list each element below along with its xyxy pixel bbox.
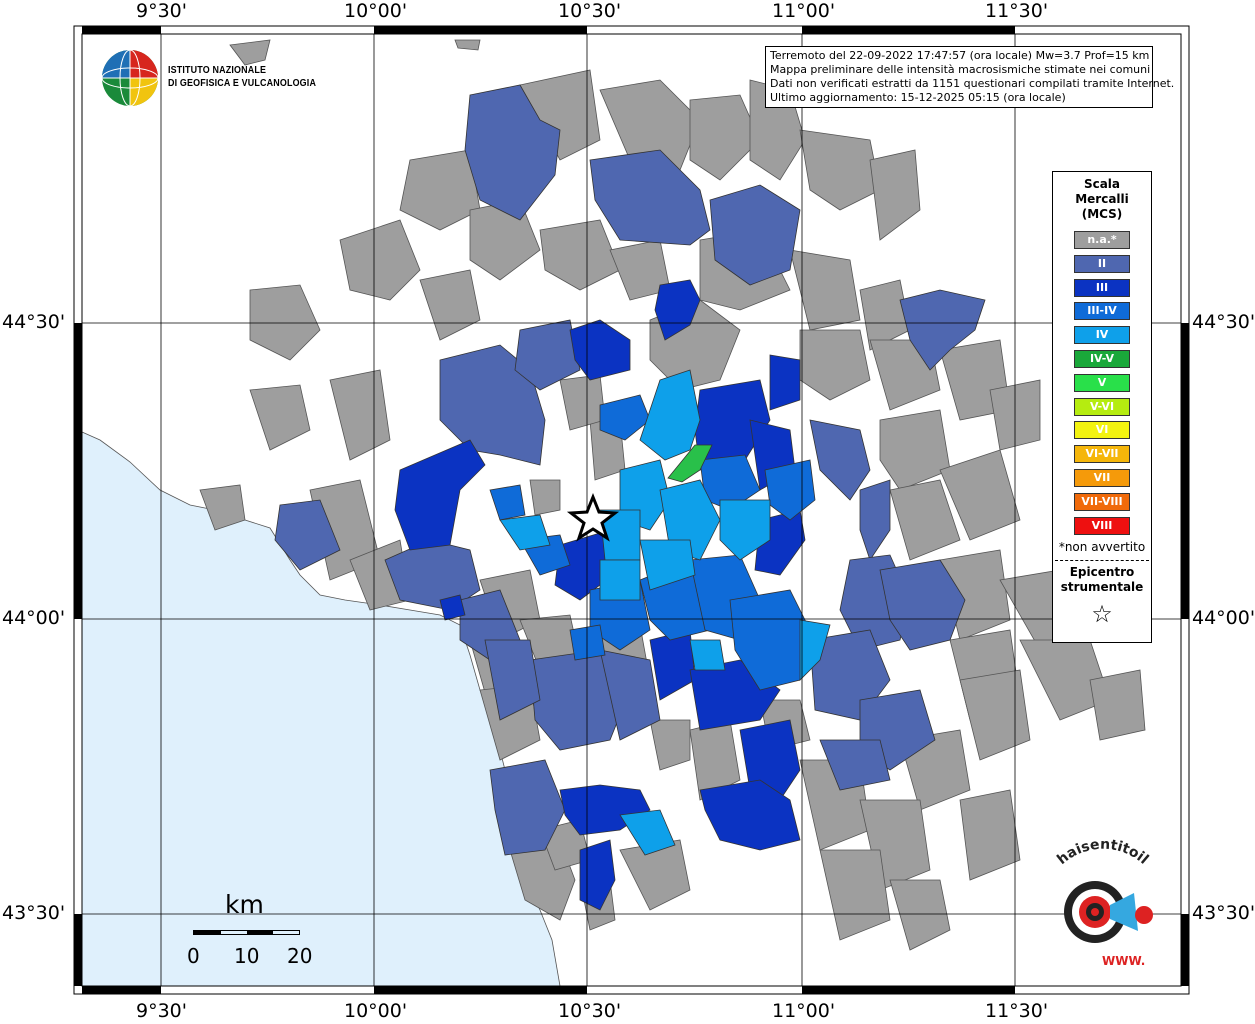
scale-label: 20 [287, 944, 313, 968]
map-frame [73, 25, 1190, 995]
legend-item: VI-VII [1074, 445, 1130, 464]
legend-item: II [1074, 254, 1130, 273]
legend-title: Scala Mercalli (MCS) [1053, 177, 1151, 222]
lon-tick-top: 11°30' [985, 0, 1049, 22]
epicenter-star-icon: ☆ [1091, 600, 1113, 629]
scale-bar-graphic [193, 930, 300, 935]
scale-label: 0 [187, 944, 200, 968]
ingv-logo: ISTITUTO NAZIONALE DI GEOFISICA E VULCAN… [100, 48, 330, 110]
lon-tick-top: 10°30' [558, 0, 622, 22]
info-line: Dati non verificati estratti da 1151 que… [770, 77, 1175, 90]
info-line: Terremoto del 22-09-2022 17:47:57 (ora l… [770, 49, 1150, 62]
lon-tick-bottom: 11°30' [985, 1000, 1049, 1022]
haisentito-www: WWW. [1102, 954, 1145, 968]
legend-item: n.a.* [1074, 231, 1130, 249]
scale-label: 10 [234, 944, 260, 968]
lat-tick-right: 44°30' [1192, 311, 1255, 333]
lat-tick-right: 44°00' [1192, 607, 1255, 629]
lon-tick-top: 10°00' [344, 0, 408, 22]
event-info-box: Terremoto del 22-09-2022 17:47:57 (ora l… [765, 46, 1175, 108]
legend-title-line: Scala [1083, 177, 1121, 191]
municipalities-intensity-III-IV [489, 394, 816, 691]
municipalities-intensity-IV [499, 369, 831, 856]
haisentito-text: haisentitoilterremoto.it [1032, 815, 1151, 868]
lat-tick-left: 44°00' [2, 607, 66, 629]
legend-item: III [1074, 278, 1130, 297]
municipalities-intensity-II [274, 84, 986, 856]
lat-tick-left: 43°30' [2, 902, 66, 924]
scale-bar: km 0 10 20 [183, 890, 323, 970]
legend-note: *non avvertito [1058, 540, 1146, 555]
legend-title-line: Mercalli [1075, 192, 1129, 206]
legend-item: VII-VIII [1074, 492, 1130, 511]
lon-tick-top: 11°00' [772, 0, 836, 22]
epicenter-label-line: strumentale [1060, 580, 1144, 595]
legend-item: V-VI [1074, 397, 1130, 416]
legend-item: VII [1074, 468, 1130, 487]
mcs-legend: Scala Mercalli (MCS) n.a.* II III III-IV IV I… [1052, 171, 1152, 643]
legend-item: IV-V [1074, 349, 1130, 368]
info-line: Mappa preliminare delle intensità macros… [770, 63, 1151, 76]
haisentito-logo: haisentitoilterremoto.it WWW. [1032, 815, 1153, 968]
epicenter-label-line: Epicentro [1069, 565, 1135, 580]
legend-item: V [1074, 373, 1130, 392]
lat-tick-right: 43°30' [1192, 902, 1255, 924]
lon-tick-bottom: 10°00' [344, 1000, 408, 1022]
lon-tick-bottom: 11°00' [772, 1000, 836, 1022]
ingv-globe-icon [101, 49, 159, 107]
scale-unit: km [225, 890, 264, 919]
legend-items: n.a.* II III III-IV IV IV-V V V-VI VI VI-VII VII VI… [1053, 231, 1151, 535]
epicenter-label: Epicentro strumentale [1053, 565, 1151, 595]
lon-tick-top: 9°30' [136, 0, 187, 22]
org-name-line1: ISTITUTO NAZIONALE [168, 64, 267, 76]
legend-separator [1055, 560, 1149, 562]
lat-tick-left: 44°30' [2, 311, 66, 333]
municipality-intensity-IV-V [667, 444, 713, 483]
municipalities-intensity-III [394, 279, 806, 911]
legend-item: VI [1074, 421, 1130, 440]
legend-item: IV [1074, 326, 1130, 345]
lon-tick-bottom: 10°30' [558, 1000, 622, 1022]
lon-tick-bottom: 9°30' [136, 1000, 187, 1022]
legend-title-line: (MCS) [1081, 207, 1123, 221]
info-line: Ultimo aggiornamento: 15-12-2025 05:15 (… [770, 91, 1066, 104]
municipalities-not-available [199, 39, 1146, 951]
legend-item: III-IV [1074, 302, 1130, 321]
legend-item: VIII [1074, 516, 1130, 535]
epicenter-star [566, 492, 620, 542]
org-name-line2: DI GEOFISICA E VULCANOLOGIA [168, 77, 317, 89]
